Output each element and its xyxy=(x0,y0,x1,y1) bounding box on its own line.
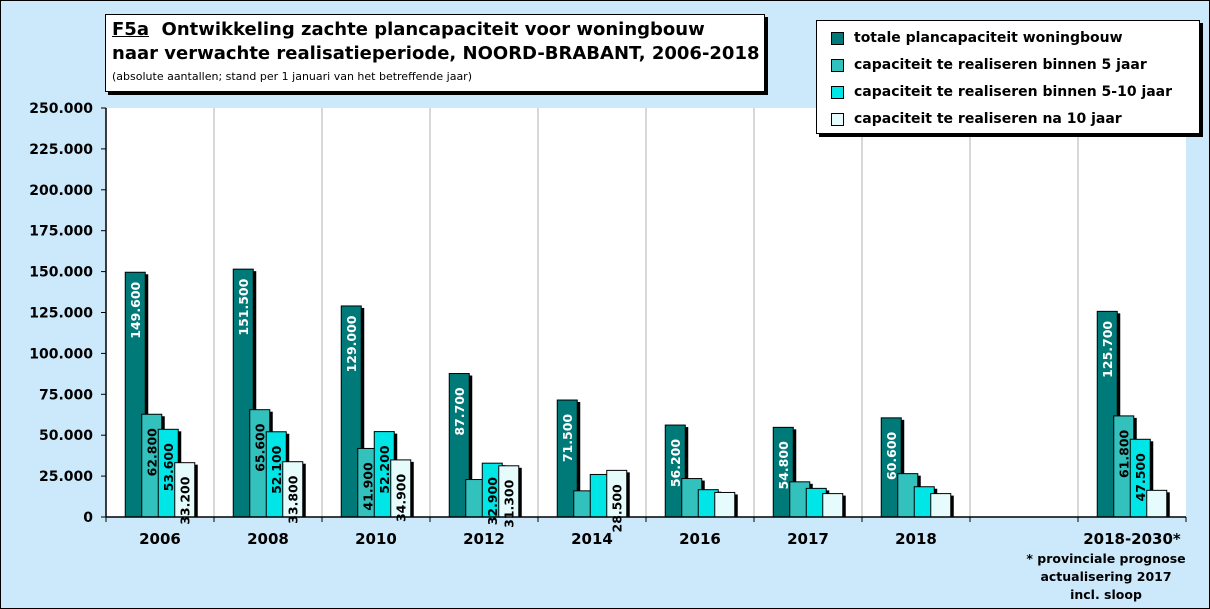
bar-value-label: 34.900 xyxy=(393,473,408,522)
bar-value-label: 87.700 xyxy=(452,387,467,436)
bar-value-label: 47.500 xyxy=(1133,453,1148,502)
x-tick-label: 2018-2030* xyxy=(1083,530,1181,548)
bar-value-label: 151.500 xyxy=(236,278,251,335)
bar-value-label: 149.600 xyxy=(128,281,143,338)
y-tick-label: 0 xyxy=(83,510,93,526)
x-tick-label: 2014 xyxy=(571,530,613,548)
bar-value-label: 129.000 xyxy=(344,315,359,372)
y-tick-label: 175.000 xyxy=(29,224,93,240)
bar-value-label: 33.800 xyxy=(285,475,300,524)
x-tick-label: 2010 xyxy=(355,530,397,548)
bar-value-label: 31.300 xyxy=(501,479,516,528)
legend-label-total: totale plancapaciteit woningbouw xyxy=(854,30,1123,46)
x-tick-label: 2012 xyxy=(463,530,505,548)
bar-value-label: 71.500 xyxy=(560,414,575,463)
bar-value-label: 33.200 xyxy=(177,476,192,525)
legend-label-na-10-jaar: capaciteit te realiseren na 10 jaar xyxy=(854,111,1122,127)
legend-swatch-total xyxy=(831,31,844,45)
bar-value-label: 60.600 xyxy=(884,431,899,480)
prognosis-note: * provinciale prognose actualisering 201… xyxy=(1011,550,1201,604)
bar-value-label: 62.800 xyxy=(144,428,159,477)
legend-swatch-5-jaar xyxy=(831,58,844,72)
bar xyxy=(714,491,736,518)
y-tick-label: 100.000 xyxy=(29,346,93,362)
chart-title-line-1: F5a Ontwikkeling zachte plancapaciteit v… xyxy=(112,19,705,40)
y-tick-label: 150.000 xyxy=(29,265,93,281)
bar xyxy=(822,493,844,518)
bar-value-label: 54.800 xyxy=(776,441,791,490)
bar-value-label: 52.200 xyxy=(377,445,392,494)
x-tick-label: 2016 xyxy=(679,530,721,548)
chart-title-prefix: F5a xyxy=(112,19,149,40)
legend-label-5-10-jaar: capaciteit te realiseren binnen 5-10 jaa… xyxy=(854,84,1173,100)
bar-value-label: 32.900 xyxy=(485,477,500,526)
x-tick-label: 2006 xyxy=(139,530,181,548)
legend-item-5-jaar: capaciteit te realiseren binnen 5 jaar xyxy=(831,54,1147,76)
note-line-1: * provinciale prognose xyxy=(1026,551,1186,566)
bar xyxy=(930,493,952,518)
bar-value-label: 125.700 xyxy=(1100,321,1115,378)
legend-swatch-na-10-jaar xyxy=(831,112,844,126)
chart-title-line-2: naar verwachte realisatieperiode, NOORD-… xyxy=(112,43,760,64)
legend-swatch-5-10-jaar xyxy=(831,85,844,99)
x-tick-label: 2018 xyxy=(895,530,937,548)
y-tick-label: 75.000 xyxy=(39,387,93,403)
y-tick-label: 250.000 xyxy=(29,101,93,117)
y-tick-label: 125.000 xyxy=(29,306,93,322)
bar-value-label: 53.600 xyxy=(161,443,176,492)
bar-value-label: 56.200 xyxy=(668,439,683,488)
x-tick-label: 2017 xyxy=(787,530,829,548)
chart-title-text: Ontwikkeling zachte plancapaciteit voor … xyxy=(161,19,705,40)
legend-item-5-10-jaar: capaciteit te realiseren binnen 5-10 jaa… xyxy=(831,81,1172,103)
bar-value-label: 65.600 xyxy=(252,423,267,472)
note-line-2: actualisering 2017 xyxy=(1040,569,1172,584)
bar-value-label: 52.100 xyxy=(269,445,284,494)
title-box: F5a Ontwikkeling zachte plancapaciteit v… xyxy=(105,14,765,92)
legend-label-5-jaar: capaciteit te realiseren binnen 5 jaar xyxy=(854,57,1147,73)
chart-subtitle: (absolute aantallen; stand per 1 januari… xyxy=(112,70,472,83)
y-tick-label: 25.000 xyxy=(39,469,93,485)
legend-item-na-10-jaar: capaciteit te realiseren na 10 jaar xyxy=(831,108,1122,130)
legend: totale plancapaciteit woningbouw capacit… xyxy=(816,20,1200,134)
y-tick-label: 50.000 xyxy=(39,428,93,444)
x-tick-label: 2008 xyxy=(247,530,289,548)
y-tick-label: 200.000 xyxy=(29,183,93,199)
bar-value-label: 61.800 xyxy=(1116,429,1131,478)
y-tick-label: 225.000 xyxy=(29,142,93,158)
legend-item-total: totale plancapaciteit woningbouw xyxy=(831,27,1123,49)
note-line-3: incl. sloop xyxy=(1070,587,1142,602)
bar xyxy=(1146,489,1168,518)
bar-value-label: 28.500 xyxy=(609,484,624,533)
bar-value-label: 41.900 xyxy=(360,462,375,511)
